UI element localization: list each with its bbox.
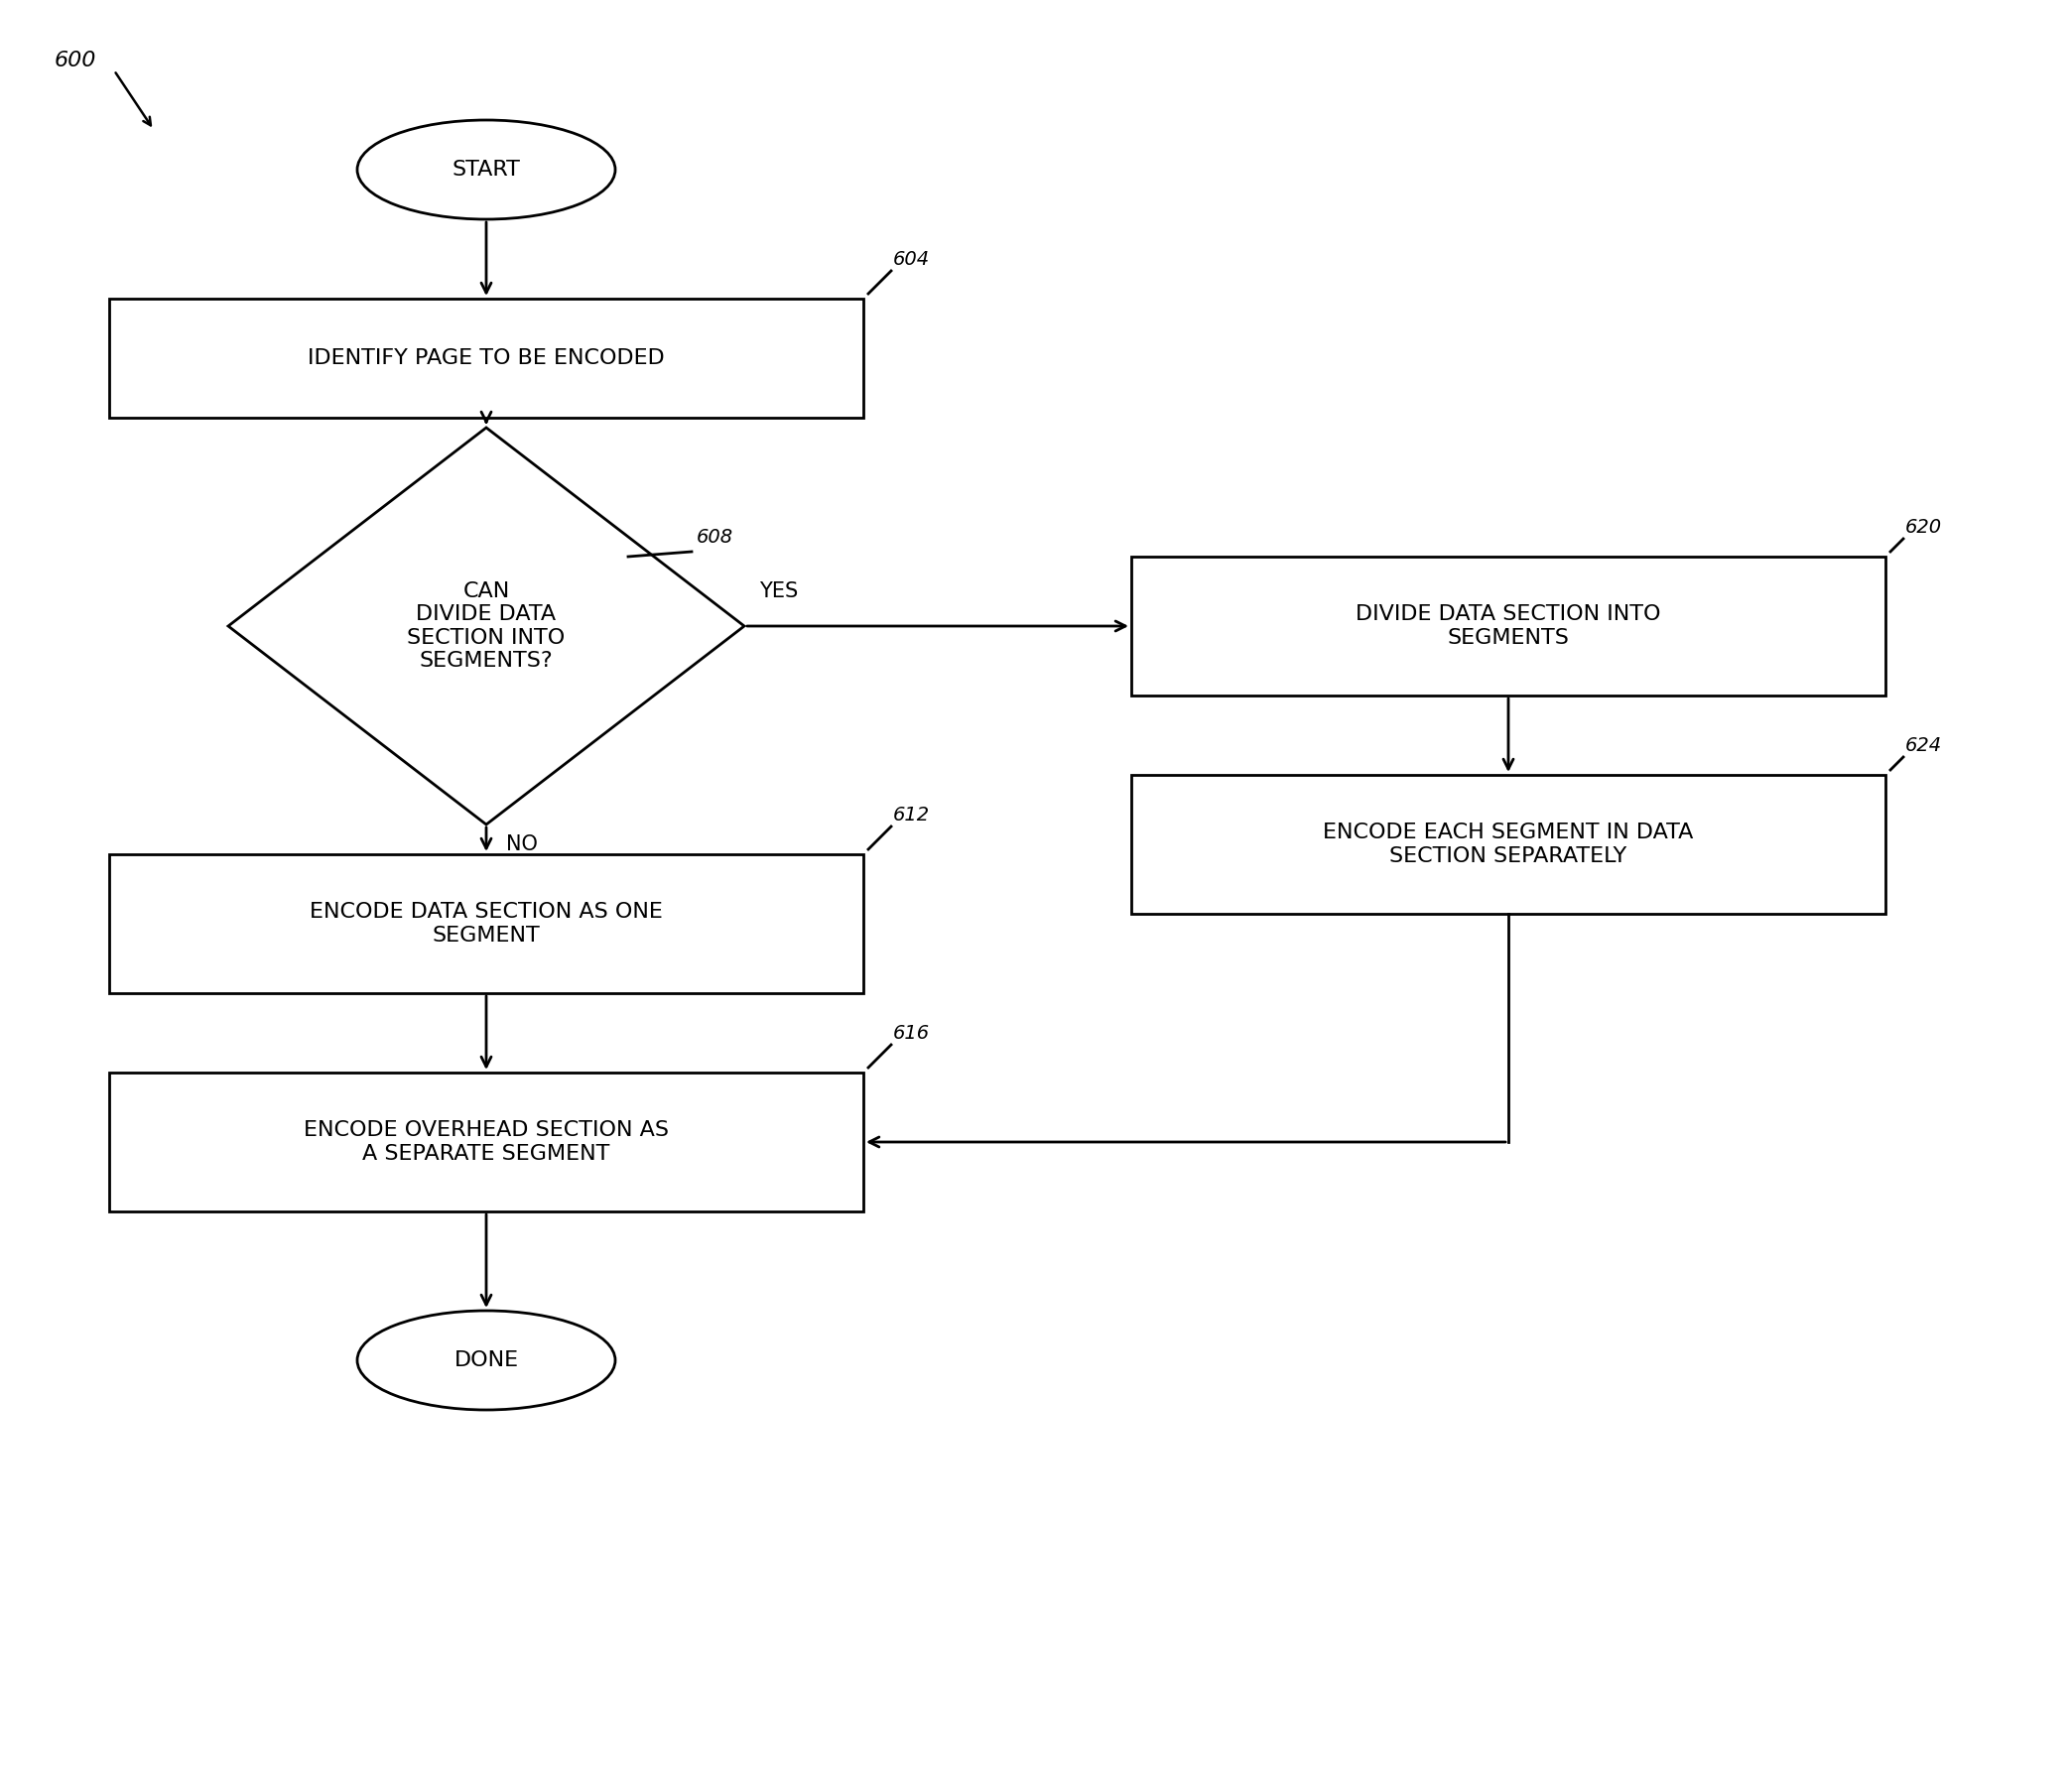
Bar bbox=[110, 855, 864, 993]
Text: 600: 600 bbox=[54, 50, 97, 71]
Text: ENCODE OVERHEAD SECTION AS
A SEPARATE SEGMENT: ENCODE OVERHEAD SECTION AS A SEPARATE SE… bbox=[305, 1121, 669, 1164]
Text: ENCODE EACH SEGMENT IN DATA
SECTION SEPARATELY: ENCODE EACH SEGMENT IN DATA SECTION SEPA… bbox=[1324, 823, 1693, 865]
Text: YES: YES bbox=[758, 581, 798, 601]
Text: 616: 616 bbox=[893, 1024, 930, 1043]
Ellipse shape bbox=[356, 121, 615, 219]
Text: 624: 624 bbox=[1906, 736, 1941, 755]
Bar bbox=[1131, 556, 1886, 695]
Bar bbox=[110, 299, 864, 418]
Text: ENCODE DATA SECTION AS ONE
SEGMENT: ENCODE DATA SECTION AS ONE SEGMENT bbox=[309, 903, 663, 945]
Polygon shape bbox=[228, 428, 744, 825]
Text: 620: 620 bbox=[1906, 517, 1941, 537]
Text: DIVIDE DATA SECTION INTO
SEGMENTS: DIVIDE DATA SECTION INTO SEGMENTS bbox=[1355, 604, 1662, 647]
Text: START: START bbox=[452, 160, 520, 179]
Text: CAN
DIVIDE DATA
SECTION INTO
SEGMENTS?: CAN DIVIDE DATA SECTION INTO SEGMENTS? bbox=[408, 581, 566, 670]
Text: 608: 608 bbox=[696, 528, 733, 547]
Ellipse shape bbox=[356, 1311, 615, 1409]
Text: NO: NO bbox=[506, 835, 539, 855]
Bar bbox=[110, 1073, 864, 1212]
Text: IDENTIFY PAGE TO BE ENCODED: IDENTIFY PAGE TO BE ENCODED bbox=[309, 348, 665, 368]
Text: 604: 604 bbox=[893, 251, 930, 268]
Text: 612: 612 bbox=[893, 805, 930, 825]
Bar bbox=[1131, 775, 1886, 913]
Text: DONE: DONE bbox=[454, 1351, 518, 1370]
